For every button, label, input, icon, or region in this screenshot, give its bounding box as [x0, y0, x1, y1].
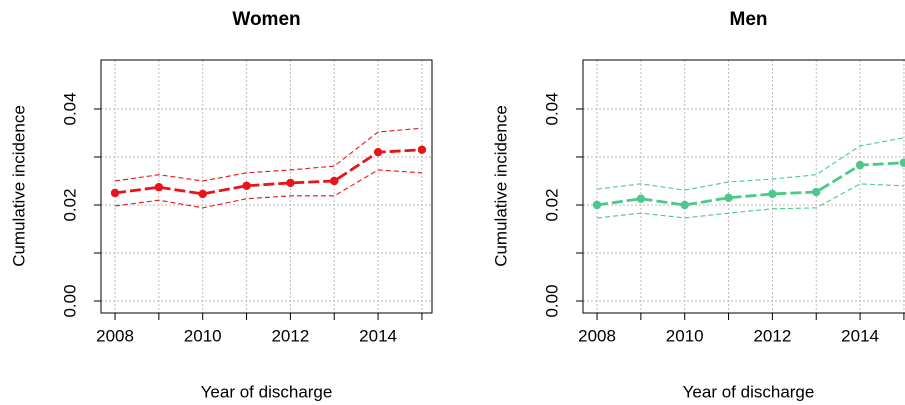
- point: [812, 187, 821, 197]
- point: [154, 183, 164, 192]
- y-tick-label: 0.04: [60, 92, 79, 125]
- y-tick-label: 0.04: [542, 92, 561, 125]
- interval-line: [596, 137, 905, 191]
- x-tick-label: 2014: [359, 326, 397, 345]
- x-tick-label: 2012: [271, 326, 309, 345]
- y-tick-label: 0.02: [542, 188, 561, 221]
- plot-frame: [100, 59, 433, 314]
- point: [373, 147, 383, 157]
- point: [242, 181, 251, 190]
- estimate-line: [114, 148, 422, 196]
- plot-frame: [582, 59, 905, 314]
- panel: Women Year of discharge Cumulative inciden…: [9, 9, 433, 401]
- y-axis-label: Cumulative incidence: [9, 105, 28, 267]
- point: [198, 189, 207, 199]
- x-tick-label: 2010: [184, 326, 222, 345]
- y-tick-label: 0.00: [542, 284, 561, 317]
- chart-title: Men: [730, 9, 768, 30]
- point: [110, 188, 120, 198]
- x-tick-label: 2012: [753, 326, 791, 345]
- point: [636, 194, 646, 203]
- point: [286, 178, 295, 188]
- point: [855, 160, 865, 170]
- point: [768, 189, 777, 199]
- x-axis-label: Year of discharge: [201, 382, 333, 401]
- point: [330, 176, 339, 186]
- interval-line: [596, 183, 904, 219]
- point: [899, 158, 905, 167]
- y-axis-label: Cumulative incidence: [491, 105, 510, 267]
- interval-line: [114, 169, 422, 209]
- x-tick-label: 2008: [96, 326, 134, 345]
- x-tick-label: 2008: [578, 326, 616, 345]
- x-tick-label: 2010: [666, 326, 704, 345]
- point: [680, 200, 689, 210]
- estimate-line: [596, 161, 904, 207]
- chart-title: Women: [232, 9, 300, 30]
- point: [417, 145, 427, 154]
- interval-line: [114, 127, 422, 182]
- x-tick-label: 2014: [841, 326, 879, 345]
- y-tick-label: 0.02: [60, 188, 79, 221]
- x-axis-label: Year of discharge: [683, 382, 815, 401]
- y-tick-label: 0.00: [60, 284, 79, 317]
- panel: Men Year of discharge Cumulative incidence…: [491, 9, 905, 401]
- point: [592, 200, 602, 210]
- point: [724, 193, 733, 202]
